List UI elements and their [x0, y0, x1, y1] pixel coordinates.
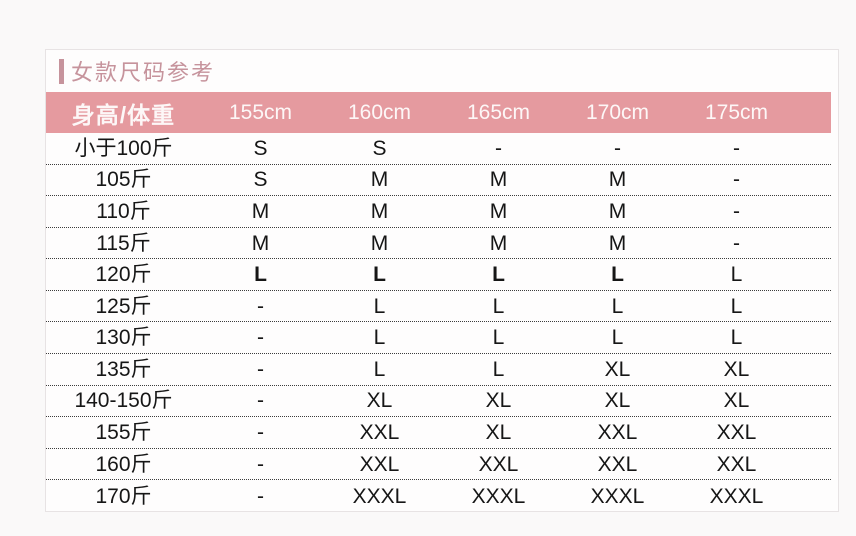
size-cell: L	[373, 357, 386, 381]
size-cell: M	[489, 168, 508, 192]
size-chart-card: 女款尺码参考 身高/体重 155cm 160cm 165cm 170cm 175cm 小于…	[45, 49, 839, 512]
size-cell: L	[730, 326, 743, 350]
size-cell: M	[370, 168, 389, 192]
size-cell: -	[257, 452, 264, 476]
size-cell: XXL	[716, 420, 757, 444]
size-cell: L	[730, 294, 743, 318]
row-label: 155斤	[95, 420, 152, 444]
header-cell: 175cm	[704, 100, 769, 124]
row-label: 125斤	[95, 294, 152, 318]
size-table-body: 小于100斤 S S - - -105斤 S M M M -110斤 M M M M -115斤 M M M M -12…	[46, 133, 831, 512]
size-cell: XL	[604, 357, 631, 381]
table-row: 130斤 - L L L L	[46, 322, 831, 355]
size-cell: XXXL	[709, 484, 764, 508]
header-cell: 170cm	[585, 100, 650, 124]
row-label: 130斤	[95, 326, 152, 350]
table-row: 115斤 M M M M -	[46, 228, 831, 260]
size-cell: -	[733, 199, 740, 223]
size-cell: -	[257, 357, 264, 381]
size-cell: L	[373, 263, 386, 287]
size-cell: M	[489, 199, 508, 223]
size-cell: -	[257, 420, 264, 444]
size-cell: L	[492, 294, 505, 318]
size-cell: XL	[604, 389, 631, 413]
section-title-text: 女款尺码参考	[71, 60, 216, 85]
size-cell: XXXL	[352, 484, 407, 508]
size-cell: M	[370, 199, 389, 223]
size-cell: -	[614, 136, 621, 160]
size-cell: L	[492, 326, 505, 350]
size-cell: -	[257, 294, 264, 318]
size-cell: XL	[723, 389, 750, 413]
row-label: 110斤	[96, 199, 151, 223]
header-cell: 165cm	[466, 100, 531, 124]
size-table: 身高/体重 155cm 160cm 165cm 170cm 175cm 小于100斤 S S -…	[46, 92, 831, 512]
size-cell: XXL	[359, 420, 400, 444]
size-cell: M	[370, 231, 389, 255]
size-cell: S	[253, 136, 268, 160]
size-cell: -	[257, 389, 264, 413]
size-cell: XXXL	[471, 484, 526, 508]
table-row: 小于100斤 S S - - -	[46, 133, 831, 165]
size-cell: M	[251, 199, 270, 223]
size-cell: -	[733, 136, 740, 160]
size-cell: -	[733, 168, 740, 192]
table-row: 140-150斤 - XL XL XL XL	[46, 386, 831, 418]
size-cell: L	[611, 263, 624, 287]
row-label: 小于100斤	[74, 136, 173, 160]
size-cell: M	[608, 199, 627, 223]
size-cell: M	[608, 231, 627, 255]
row-label: 160斤	[95, 452, 152, 476]
size-cell: XL	[723, 357, 750, 381]
size-cell: XXL	[716, 452, 757, 476]
size-cell: L	[730, 263, 743, 287]
size-cell: M	[608, 168, 627, 192]
row-label: 140-150斤	[74, 389, 173, 413]
size-cell: L	[373, 294, 386, 318]
size-cell: -	[733, 231, 740, 255]
row-label: 135斤	[95, 357, 152, 381]
size-cell: L	[611, 326, 624, 350]
size-cell: XXL	[597, 452, 638, 476]
size-cell: M	[251, 231, 270, 255]
row-label: 115斤	[96, 231, 151, 255]
section-title: 女款尺码参考	[46, 50, 838, 92]
size-cell: XXL	[359, 452, 400, 476]
row-label: 170斤	[95, 484, 152, 508]
size-cell: -	[257, 326, 264, 350]
table-row: 160斤 - XXL XXL XXL XXL	[46, 449, 831, 481]
size-cell: -	[495, 136, 502, 160]
header-cell: 160cm	[347, 100, 412, 124]
header-cell-height-weight: 身高/体重	[71, 101, 176, 128]
header-cell: 155cm	[228, 100, 293, 124]
row-label: 120斤	[95, 263, 152, 287]
size-cell: XXL	[597, 420, 638, 444]
size-table-header: 身高/体重 155cm 160cm 165cm 170cm 175cm	[46, 92, 831, 133]
size-cell: L	[492, 357, 505, 381]
table-row: 105斤 S M M M -	[46, 165, 831, 197]
size-cell: XXXL	[590, 484, 645, 508]
size-cell: XL	[366, 389, 393, 413]
size-cell: L	[492, 263, 505, 287]
table-row: 110斤 M M M M -	[46, 196, 831, 228]
size-cell: L	[373, 326, 386, 350]
size-cell: S	[253, 168, 268, 192]
table-row: 125斤 - L L L L	[46, 291, 831, 323]
table-row: 170斤 - XXXL XXXL XXXL XXXL	[46, 480, 831, 512]
size-cell: XL	[485, 420, 512, 444]
table-row: 135斤 - L L XL XL	[46, 354, 831, 386]
size-cell: -	[257, 484, 264, 508]
size-cell: XL	[485, 389, 512, 413]
size-cell: M	[489, 231, 508, 255]
size-cell: L	[611, 294, 624, 318]
size-cell: XXL	[478, 452, 519, 476]
size-cell: S	[372, 136, 387, 160]
size-cell: L	[254, 263, 267, 287]
title-double-bar-icon	[59, 58, 64, 84]
table-row: 120斤 L L L L L	[46, 259, 831, 291]
row-label: 105斤	[95, 168, 152, 192]
table-row: 155斤 - XXL XL XXL XXL	[46, 417, 831, 449]
